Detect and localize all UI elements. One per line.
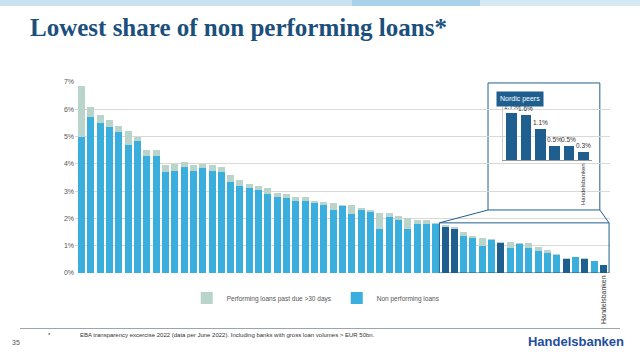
svg-text:5%: 5% — [64, 133, 74, 140]
svg-text:Nordic peers: Nordic peers — [500, 95, 540, 103]
html-text:35: 35 — [12, 339, 20, 346]
svg-text:Non performing loans: Non performing loans — [377, 295, 440, 303]
svg-text:Handelsbanken: Handelsbanken — [600, 275, 607, 324]
svg-text:0.5%: 0.5% — [561, 136, 576, 143]
svg-text:0%: 0% — [64, 269, 74, 276]
html-text:Handelsbanken: Handelsbanken — [527, 334, 624, 349]
html-text:Lowest share of non performing: Lowest share of non performing loans* — [30, 14, 447, 41]
svg-text:0.5%: 0.5% — [547, 136, 562, 143]
svg-text:Handelsbanken: Handelsbanken — [580, 163, 586, 205]
svg-text:3%: 3% — [64, 188, 74, 195]
svg-text:7%: 7% — [64, 78, 74, 85]
svg-text:4%: 4% — [64, 160, 74, 167]
svg-text:1.6%: 1.6% — [518, 105, 533, 112]
svg-text:1.7%: 1.7% — [504, 103, 519, 110]
svg-text:2%: 2% — [64, 215, 74, 222]
svg-text:0.3%: 0.3% — [576, 142, 591, 149]
svg-text:1%: 1% — [64, 242, 74, 249]
svg-text:6%: 6% — [64, 106, 74, 113]
svg-text:1.1%: 1.1% — [533, 119, 548, 126]
svg-text:Performing loans past due >30: Performing loans past due >30 days — [227, 295, 332, 303]
html-text:EBA transparency excercise 202: EBA transparency excercise 2022 (data pe… — [80, 332, 375, 338]
